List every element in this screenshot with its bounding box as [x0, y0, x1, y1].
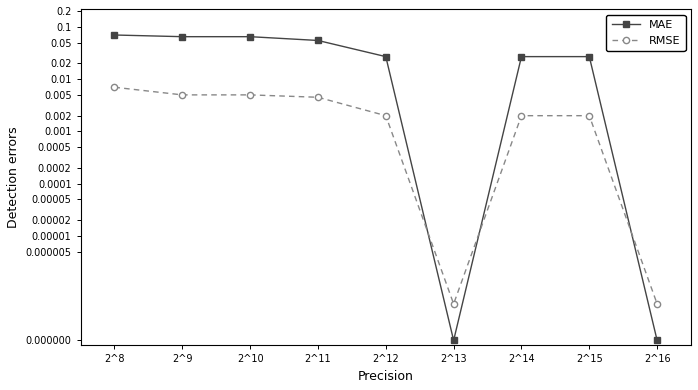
- MAE: [246, 34, 254, 39]
- RMSE: [246, 92, 254, 97]
- Legend: MAE, RMSE: MAE, RMSE: [607, 14, 685, 51]
- X-axis label: Precision: Precision: [358, 370, 414, 383]
- RMSE: [314, 95, 322, 99]
- MAE: [110, 33, 119, 37]
- Line: RMSE: RMSE: [111, 84, 660, 307]
- MAE: [382, 54, 390, 59]
- RMSE: [382, 113, 390, 118]
- RMSE: [178, 92, 186, 97]
- MAE: [178, 34, 186, 39]
- MAE: [653, 338, 661, 343]
- RMSE: [110, 85, 119, 90]
- MAE: [585, 54, 593, 59]
- MAE: [314, 38, 322, 43]
- RMSE: [653, 301, 661, 306]
- MAE: [450, 338, 458, 343]
- Y-axis label: Detection errors: Detection errors: [7, 126, 20, 228]
- RMSE: [517, 113, 526, 118]
- RMSE: [585, 113, 593, 118]
- MAE: [517, 54, 526, 59]
- RMSE: [450, 301, 458, 306]
- Line: MAE: MAE: [111, 32, 660, 344]
